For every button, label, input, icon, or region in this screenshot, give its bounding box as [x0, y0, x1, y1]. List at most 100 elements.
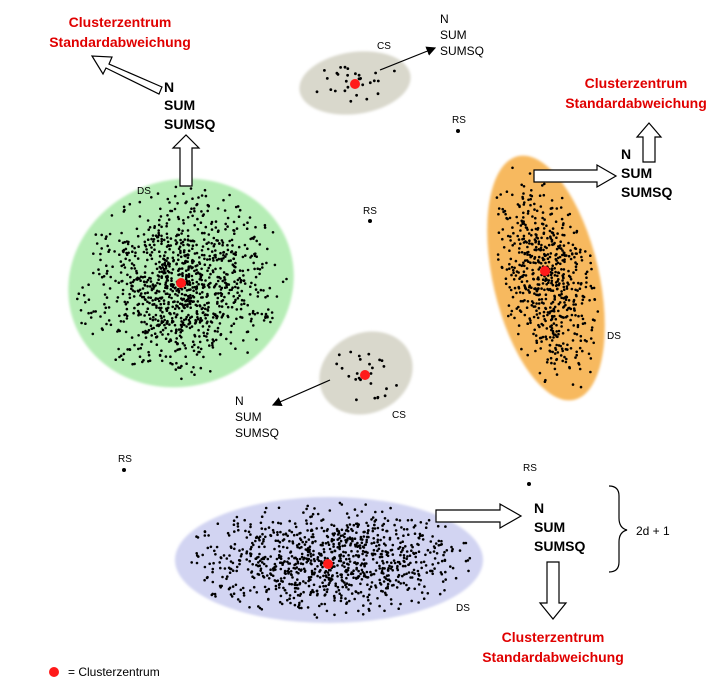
scatter-point: [325, 590, 329, 594]
scatter-point: [296, 593, 300, 597]
scatter-point: [373, 523, 376, 527]
scatter-point: [226, 305, 230, 309]
scatter-point: [150, 246, 153, 249]
scatter-point: [496, 253, 500, 256]
scatter-point: [253, 267, 256, 271]
scatter-point: [409, 561, 412, 565]
scatter-point: [348, 583, 351, 586]
scatter-point: [230, 595, 234, 598]
scatter-point: [560, 296, 563, 300]
scatter-point: [160, 234, 163, 238]
scatter-point: [118, 329, 121, 333]
scatter-point: [542, 310, 546, 314]
scatter-point: [575, 333, 579, 336]
scatter-point: [300, 552, 304, 556]
scatter-point: [390, 561, 393, 565]
scatter-point: [187, 313, 190, 317]
scatter-point: [212, 236, 216, 240]
scatter-point: [562, 268, 566, 271]
scatter-point: [213, 592, 217, 596]
scatter-point: [264, 296, 267, 299]
scatter-point: [207, 205, 210, 208]
scatter-point: [89, 316, 93, 319]
scatter-point: [304, 540, 308, 544]
scatter-point: [283, 560, 286, 563]
scatter-point: [536, 287, 540, 290]
scatter-point: [161, 263, 165, 266]
scatter-point: [296, 545, 299, 549]
scatter-point: [425, 522, 428, 525]
scatter-point: [343, 535, 346, 539]
scatter-point: [567, 328, 570, 332]
scatter-point: [340, 594, 343, 597]
scatter-point: [340, 528, 344, 532]
scatter-point: [160, 237, 163, 241]
scatter-point: [395, 518, 399, 521]
scatter-point: [202, 283, 206, 287]
scatter-point: [551, 332, 555, 335]
scatter-point: [315, 589, 319, 593]
scatter-point: [206, 339, 209, 342]
scatter-point: [370, 552, 374, 556]
scatter-point: [348, 536, 352, 539]
scatter-point: [179, 316, 183, 320]
scatter-point: [203, 253, 206, 257]
scatter-point: [155, 304, 158, 308]
scatter-point: [263, 223, 267, 227]
scatter-point: [567, 241, 570, 245]
scatter-point: [509, 235, 512, 238]
scatter-point: [334, 582, 338, 585]
scatter-point: [210, 222, 213, 226]
scatter-point: [344, 79, 348, 83]
scatter-point: [323, 69, 326, 72]
scatter-point: [584, 272, 588, 276]
scatter-point: [522, 185, 526, 188]
scatter-point: [166, 256, 169, 260]
scatter-point: [153, 225, 156, 228]
scatter-point: [335, 590, 338, 594]
scatter-point: [84, 301, 87, 304]
scatter-point: [372, 79, 376, 83]
scatter-point: [107, 250, 110, 253]
scatter-point: [396, 575, 400, 579]
scatter-point: [185, 362, 188, 366]
scatter-point: [352, 523, 356, 527]
scatter-point: [285, 591, 288, 595]
scatter-point: [345, 557, 348, 561]
scatter-point: [184, 269, 188, 273]
scatter-point: [406, 555, 409, 558]
scatter-point: [141, 295, 144, 299]
scatter-point: [169, 237, 173, 240]
scatter-point: [300, 545, 303, 549]
scatter-point: [270, 311, 274, 314]
scatter-point: [511, 226, 514, 229]
scatter-point: [261, 571, 264, 575]
scatter-point: [517, 285, 520, 289]
scatter-point: [526, 212, 530, 215]
blue-sum-label: SUM: [534, 519, 565, 535]
scatter-point: [175, 337, 178, 340]
scatter-point: [260, 312, 264, 316]
scatter-point: [550, 206, 554, 210]
scatter-point: [192, 240, 196, 243]
scatter-point: [371, 557, 375, 561]
scatter-point: [221, 243, 224, 247]
scatter-point: [147, 228, 150, 231]
scatter-point: [196, 217, 199, 221]
scatter-point: [100, 247, 103, 250]
scatter-point: [235, 569, 238, 573]
scatter-point: [236, 296, 240, 300]
scatter-point: [158, 260, 161, 264]
scatter-point: [226, 314, 229, 318]
scatter-point: [177, 267, 181, 271]
scatter-point: [282, 533, 285, 536]
scatter-point: [125, 251, 128, 255]
scatter-point: [315, 616, 319, 619]
scatter-point: [355, 372, 359, 375]
scatter-point: [413, 587, 417, 591]
scatter-point: [555, 323, 558, 327]
scatter-point: [378, 578, 382, 582]
scatter-point: [76, 297, 79, 301]
scatter-point: [171, 268, 175, 271]
scatter-point: [312, 549, 315, 553]
